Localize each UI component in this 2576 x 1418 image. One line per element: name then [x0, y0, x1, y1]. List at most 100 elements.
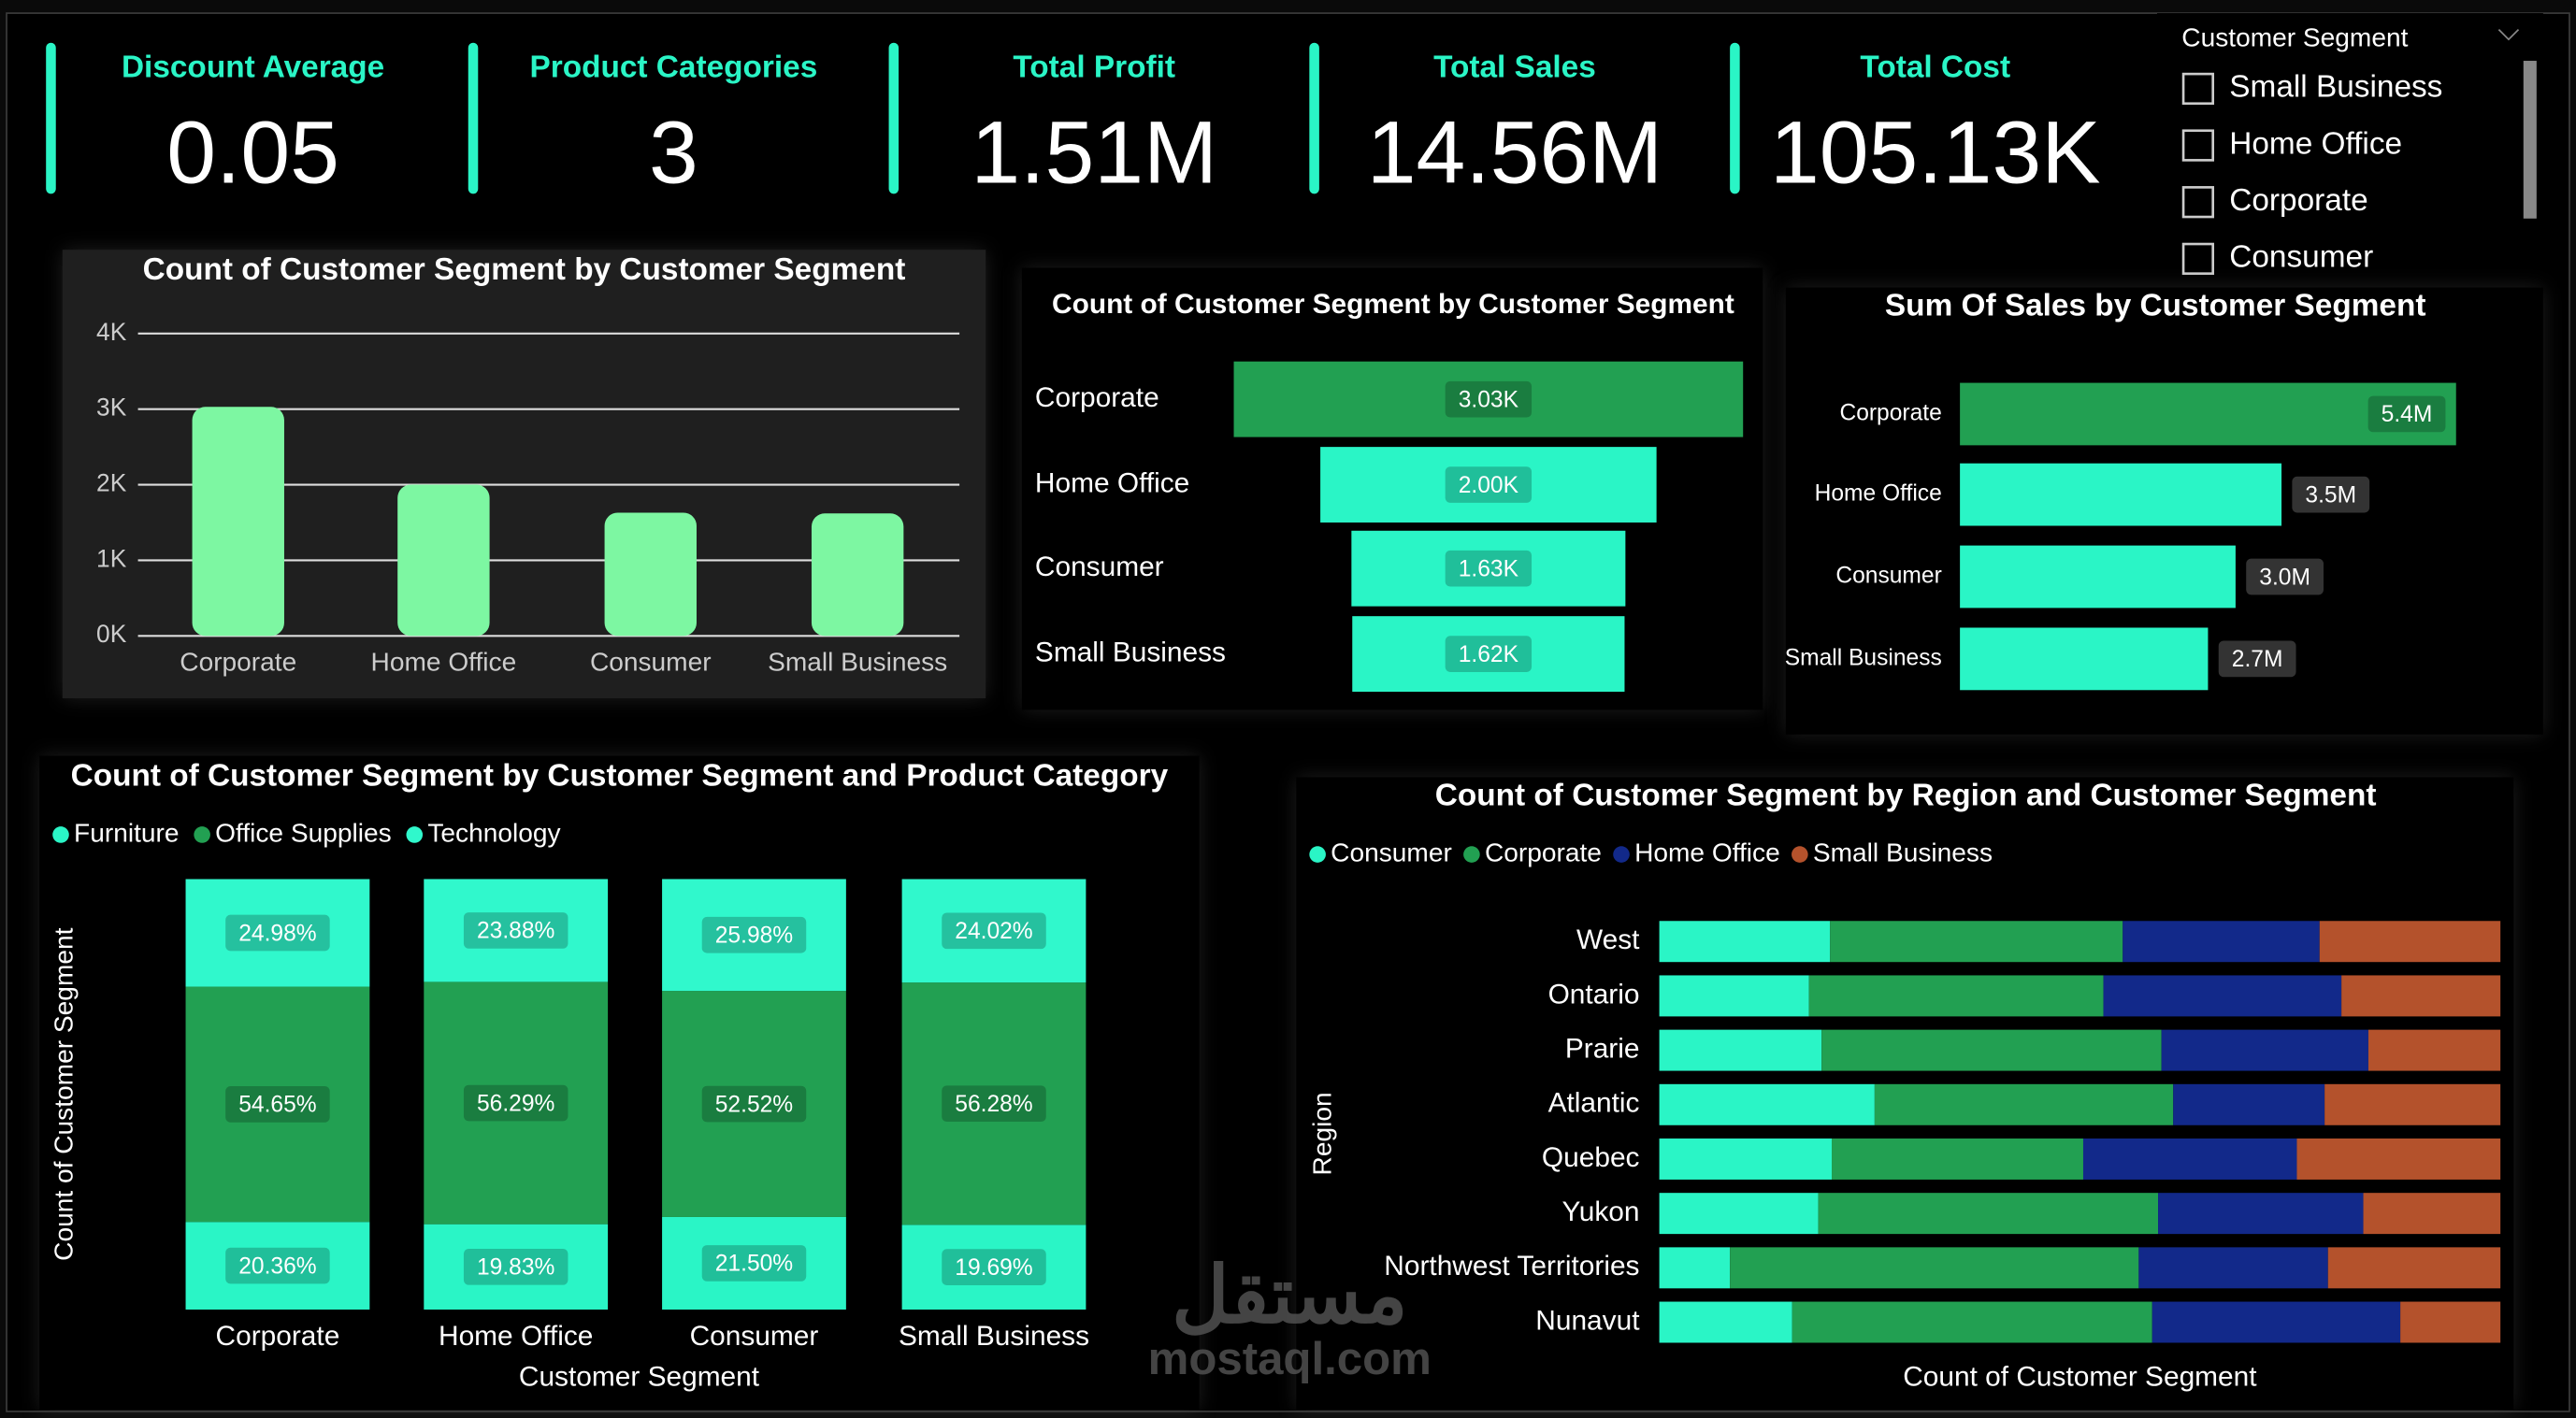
slicer-item: Corporate	[2229, 183, 2367, 218]
watermark: mostaql.com	[1148, 1333, 1432, 1384]
kpi-value: 1.51M	[971, 104, 1217, 203]
y-tick-label: Northwest Territories	[1384, 1251, 1639, 1282]
x-tick-label: Consumer	[590, 648, 712, 677]
stacked-segment	[2161, 1029, 2368, 1071]
legend-marker	[194, 826, 210, 843]
stacked-segment	[2400, 1301, 2501, 1343]
kpi-label: Total Sales	[1433, 50, 1596, 85]
slicer-item: Consumer	[2229, 240, 2373, 275]
stacked-segment	[901, 982, 1087, 1225]
data-label: 19.69%	[955, 1255, 1032, 1281]
data-label-bg	[942, 1249, 1046, 1285]
y-tick-label: 0K	[96, 620, 127, 648]
stacked-segment	[1659, 1193, 1819, 1235]
data-label-bg	[942, 912, 1046, 950]
legend-marker	[1613, 846, 1630, 863]
x-tick-label: Small Business	[768, 648, 947, 677]
data-label: 24.02%	[955, 919, 1032, 944]
kpi-accent	[46, 42, 56, 194]
data-label-bg	[2367, 395, 2446, 433]
pictogram-bar	[604, 512, 697, 637]
legend-marker	[1309, 846, 1326, 863]
stacked-segment	[1659, 1138, 1833, 1180]
slicer-title: Customer Segment	[2181, 23, 2408, 52]
data-label-bg	[463, 1248, 568, 1285]
data-label-bg	[225, 1247, 330, 1284]
chart-title: Count of Customer Segment by Customer Se…	[71, 758, 1169, 793]
slicer-item: Home Office	[2229, 126, 2402, 161]
data-label: 21.50%	[715, 1252, 793, 1277]
data-label-bg	[1445, 550, 1533, 587]
funnel-bar	[1352, 616, 1625, 693]
checkbox[interactable]	[2181, 72, 2215, 106]
data-label-bg	[701, 1245, 807, 1282]
kpi-value: 105.13K	[1770, 104, 2100, 203]
stacked-segment	[1659, 1083, 1875, 1125]
stacked-segment	[662, 1216, 846, 1310]
legend-label: Technology	[427, 818, 560, 847]
pictogram-bar	[192, 407, 284, 637]
kpi-value: 14.56M	[1367, 104, 1662, 203]
bar	[1960, 627, 2209, 691]
y-tick-label: 1K	[96, 544, 127, 572]
stacked-segment	[1659, 1029, 1822, 1071]
stacked-segment	[2367, 1029, 2501, 1071]
stacked-segment	[2327, 1247, 2501, 1289]
chart-title: Count of Customer Segment by Customer Se…	[143, 252, 906, 287]
stacked-segment	[2324, 1083, 2501, 1125]
stacked-segment	[2103, 975, 2342, 1017]
y-axis-title: Count of Customer Segment	[50, 927, 79, 1260]
stacked-segment	[424, 981, 609, 1225]
kpi-label: Total Profit	[1013, 50, 1175, 85]
legend-marker	[1463, 846, 1480, 863]
data-label-bg	[1445, 466, 1533, 503]
slicer	[2156, 13, 2543, 283]
data-label: 54.65%	[238, 1093, 316, 1118]
category-label: Consumer	[1835, 563, 1941, 588]
stacked-segment	[2158, 1193, 2364, 1235]
stacked-segment	[2123, 921, 2320, 963]
stacked-segment	[662, 879, 846, 992]
category-label: Home Office	[1035, 467, 1189, 498]
legend-label: Consumer	[1331, 838, 1452, 867]
y-tick-label: Yukon	[1561, 1196, 1639, 1227]
checkbox[interactable]	[2181, 242, 2215, 275]
y-axis-title: Region	[1308, 1092, 1337, 1175]
checkbox[interactable]	[2181, 129, 2215, 162]
legend-marker	[406, 826, 424, 843]
data-label-bg	[225, 1086, 330, 1123]
data-label-bg	[2246, 558, 2324, 595]
data-label: 24.98%	[238, 921, 316, 946]
data-label: 20.36%	[238, 1253, 316, 1279]
data-label-bg	[1445, 380, 1533, 418]
data-label: 2.7M	[2232, 647, 2283, 672]
pictogram-bar	[397, 484, 490, 637]
y-tick-label: Ontario	[1548, 979, 1640, 1010]
data-label: 3.5M	[2305, 482, 2356, 508]
legend-label: Office Supplies	[215, 818, 392, 847]
y-tick-label: 2K	[96, 469, 127, 497]
legend-label: Small Business	[1813, 838, 1993, 867]
stacked-segment	[424, 879, 609, 982]
checkbox[interactable]	[2181, 186, 2215, 219]
stacked-segment	[185, 879, 370, 987]
y-tick-label: Nunavut	[1535, 1305, 1640, 1336]
data-label: 2.00K	[1459, 473, 1519, 498]
stacked-segment	[1830, 921, 2123, 963]
y-tick-label: West	[1576, 924, 1640, 955]
chart-title: Count of Customer Segment by Customer Se…	[1052, 289, 1734, 320]
slicer-item: Small Business	[2229, 70, 2442, 105]
funnel-bar	[1320, 447, 1657, 523]
bar	[1960, 382, 2456, 446]
kpi-accent	[888, 42, 899, 194]
stacked-segment	[1821, 1029, 2162, 1071]
y-tick-label: Atlantic	[1548, 1088, 1640, 1119]
stacked-segment	[1659, 1247, 1731, 1289]
stacked-segment	[424, 1224, 609, 1310]
stacked-segment	[1659, 1301, 1792, 1343]
kpi-label: Discount Average	[122, 50, 384, 85]
data-label: 23.88%	[477, 919, 554, 944]
kpi-accent	[468, 42, 479, 194]
legend-marker	[52, 826, 69, 843]
